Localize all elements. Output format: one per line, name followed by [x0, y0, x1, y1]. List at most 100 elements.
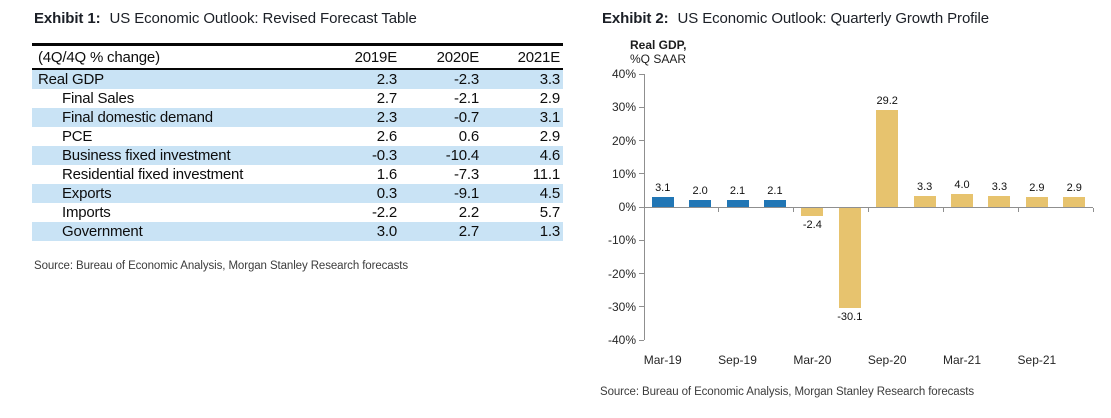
forecast-table-header-row: (4Q/4Q % change) 2019E 2020E 2021E [32, 44, 563, 70]
table-row: Final domestic demand 2.3 -0.7 3.1 [32, 108, 563, 127]
y-axis-tick [639, 273, 644, 274]
exhibit-2-title: US Economic Outlook: Quarterly Growth Pr… [677, 10, 990, 27]
forecast-table-header: (4Q/4Q % change) 2019E 2020E 2021E [32, 44, 563, 70]
bar-data-label: -2.4 [802, 218, 822, 231]
row-value: 2.6 [376, 128, 397, 145]
exhibit-1-label: Exhibit 1: [34, 10, 101, 27]
table-row: Exports 0.3 -9.1 4.5 [32, 184, 563, 203]
row-value: 0.3 [316, 184, 400, 203]
bar-actual [651, 196, 674, 207]
row-value: 4.6 [482, 146, 563, 165]
exhibit-2-label: Exhibit 2: [602, 10, 669, 27]
row-value: 11.1 [532, 166, 560, 183]
x-axis-tick [793, 208, 795, 212]
bar-data-label: -30.1 [837, 311, 863, 324]
bar-actual [726, 200, 749, 207]
table-row: PCE 2.6 0.6 2.9 [32, 127, 563, 146]
row-value: 3.0 [316, 222, 400, 241]
plot-area: 40% 30% 20% 10% 0% -10% -20% -30% -40% 3.1 2.0 2.1 2… [608, 67, 1094, 367]
x-axis-tick [1092, 208, 1094, 212]
row-value: -2.3 [400, 69, 482, 89]
bar-data-label: 2.9 [1029, 182, 1045, 195]
row-value: -7.3 [453, 166, 479, 183]
bar-data-label: 3.1 [655, 181, 671, 194]
bar-data-label: 2.9 [1066, 182, 1082, 195]
row-value: 1.6 [376, 166, 397, 183]
row-label: PCE [62, 128, 93, 145]
bar-forecast [913, 196, 936, 207]
exhibit-2-heading: Exhibit 2: US Economic Outlook: Quarterly… [602, 9, 989, 28]
exhibit-1-title: US Economic Outlook: Revised Forecast Ta… [109, 10, 417, 27]
y-axis-title-line1: Real GDP, [630, 38, 687, 52]
exhibit-1-panel: Exhibit 1: US Economic Outlook: Revised F… [32, 0, 563, 418]
y-axis-tick-label: 20% [611, 133, 636, 148]
exhibit-2-source: Source: Bureau of Economic Analysis, Mor… [600, 386, 974, 398]
column-header: 2020E [400, 44, 482, 70]
y-axis-title: Real GDP, %Q SAAR [630, 38, 686, 66]
x-axis-tick-label: Sep-20 [867, 353, 907, 367]
row-label: Final domestic demand [32, 108, 316, 127]
row-label: Imports [62, 204, 111, 221]
row-value: -0.7 [400, 108, 482, 127]
x-axis-tick-label: Sep-19 [718, 353, 757, 367]
bar-forecast [1025, 197, 1048, 207]
x-axis-tick [718, 208, 720, 212]
bar-data-label: 2.0 [692, 185, 708, 198]
row-value: 3.3 [482, 69, 563, 89]
exhibit-1-source: Source: Bureau of Economic Analysis, Mor… [34, 260, 408, 272]
row-value: 1.3 [482, 222, 563, 241]
y-axis-tick [639, 206, 644, 208]
bar-data-label: 29.2 [876, 94, 898, 107]
bar-forecast [1063, 197, 1086, 207]
table-row: Government 3.0 2.7 1.3 [32, 222, 563, 241]
exhibit-1-heading: Exhibit 1: US Economic Outlook: Revised F… [34, 9, 417, 28]
exhibit-2-panel: Exhibit 2: US Economic Outlook: Quarterly… [600, 0, 1105, 418]
column-header: 2021E [482, 44, 563, 70]
column-header: (4Q/4Q % change) [32, 44, 316, 70]
row-value: 2.9 [539, 90, 560, 107]
bar-data-label: 3.3 [916, 181, 933, 194]
row-label: Residential fixed investment [62, 166, 244, 183]
row-value: 2.3 [316, 108, 400, 127]
row-value: 0.6 [458, 128, 479, 145]
table-row: Imports -2.2 2.2 5.7 [32, 203, 563, 222]
row-value: 2.2 [458, 204, 479, 221]
row-value: -2.1 [453, 90, 479, 107]
row-value: 2.7 [376, 90, 397, 107]
row-label: Exports [32, 184, 316, 203]
row-value: -2.2 [371, 204, 397, 221]
bar-forecast [988, 196, 1011, 207]
y-axis-tick [639, 73, 644, 75]
row-value: 2.7 [400, 222, 482, 241]
table-row: Real GDP 2.3 -2.3 3.3 [32, 69, 563, 89]
bar-data-label: 2.1 [729, 185, 746, 198]
x-axis-tick [1017, 208, 1019, 212]
row-label: Business fixed investment [32, 146, 316, 165]
y-axis-tick-label: -30% [607, 299, 636, 314]
forecast-table: (4Q/4Q % change) 2019E 2020E 2021E Real GDP… [32, 43, 563, 241]
row-value: -0.3 [316, 146, 400, 165]
x-axis-tick [868, 208, 869, 212]
row-value: 2.9 [539, 128, 560, 145]
row-label: Government [32, 222, 316, 241]
table-row: Final Sales 2.7 -2.1 2.9 [32, 89, 563, 108]
y-axis-tick-label: 0% [618, 200, 636, 214]
y-axis-tick-label: 40% [611, 67, 636, 81]
row-value: -9.1 [400, 184, 482, 203]
row-value: 3.1 [482, 108, 563, 127]
y-axis-title-line2: %Q SAAR [630, 52, 687, 66]
y-axis-tick [639, 306, 644, 308]
x-axis-tick [942, 208, 944, 212]
bar-forecast [876, 109, 899, 207]
row-value: -10.4 [400, 146, 482, 165]
bar-forecast [801, 208, 824, 216]
y-axis-tick-label: -40% [607, 333, 636, 347]
x-axis-tick-label: Sep-21 [1017, 353, 1057, 367]
bar-actual [689, 200, 712, 207]
y-axis-tick [639, 173, 644, 175]
row-label: Real GDP [32, 69, 316, 89]
x-axis-tick-label: Mar-19 [643, 353, 682, 367]
x-axis-tick-label: Mar-21 [943, 353, 982, 367]
x-axis-tick-label: Mar-20 [793, 353, 832, 367]
